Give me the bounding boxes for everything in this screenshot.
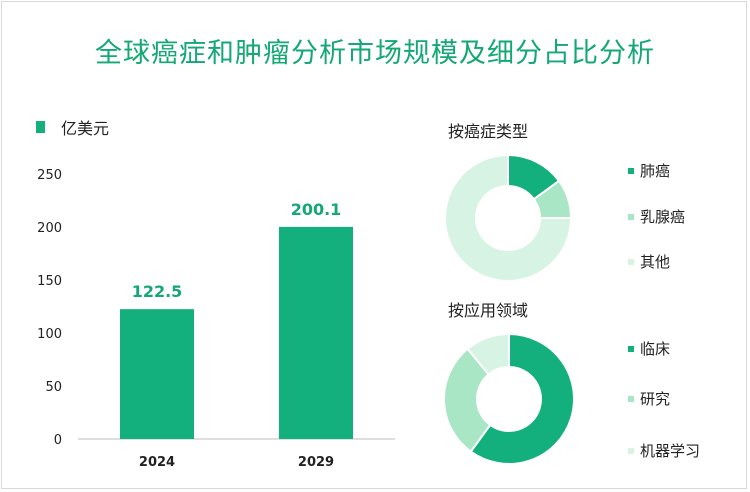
application-donut xyxy=(443,332,575,465)
legend-other-swatch xyxy=(628,258,634,265)
bar-legend-swatch xyxy=(36,121,45,133)
legend-clinical-swatch xyxy=(628,345,634,352)
bar-legend: 亿美元 xyxy=(36,117,110,138)
y-tick-label: 150 xyxy=(37,274,62,289)
legend-clinical-label: 临床 xyxy=(640,340,671,358)
legend-lung-cancer: 肺癌 xyxy=(628,160,670,181)
legend-breast-cancer: 乳腺癌 xyxy=(628,206,685,227)
y-axis-ticks: 0 50 100 150 200 250 xyxy=(37,168,62,448)
legend-research-label: 研究 xyxy=(640,390,671,408)
legend-machine-learning-label: 机器学习 xyxy=(640,442,701,460)
page-title: 全球癌症和肿瘤分析市场规模及细分占比分析 xyxy=(95,38,655,69)
legend-machine-learning-swatch xyxy=(628,447,634,454)
application-slice xyxy=(443,347,492,453)
x-axis-categories: 2024 2029 xyxy=(139,455,334,470)
bar-legend-label: 亿美元 xyxy=(61,119,110,138)
cancer-type-slice xyxy=(444,153,573,282)
application-slice xyxy=(466,332,510,376)
legend-other-label: 其他 xyxy=(640,253,671,271)
legend-lung-cancer-swatch xyxy=(628,167,634,174)
x-category-label: 2029 xyxy=(298,455,334,470)
bar-2029 xyxy=(279,226,353,439)
bar-value-label: 122.5 xyxy=(132,282,183,301)
y-tick-label: 100 xyxy=(37,327,62,342)
application-slice xyxy=(469,332,575,465)
bar-2024 xyxy=(120,309,194,439)
legend-lung-cancer-label: 肺癌 xyxy=(640,162,671,180)
y-tick-label: 50 xyxy=(45,380,62,395)
legend-breast-cancer-label: 乳腺癌 xyxy=(640,208,686,226)
bar-chart: 0 50 100 150 200 250 122.5 200.1 2024 2029 xyxy=(37,168,395,470)
legend-other: 其他 xyxy=(628,251,670,272)
legend-research-swatch xyxy=(628,395,634,402)
bars: 122.5 200.1 xyxy=(120,200,353,439)
application-title: 按应用领域 xyxy=(448,301,529,320)
legend-breast-cancer-swatch xyxy=(628,213,634,220)
x-category-label: 2024 xyxy=(139,455,175,470)
cancer-type-title: 按癌症类型 xyxy=(448,122,529,141)
bar-value-label: 200.1 xyxy=(291,200,342,219)
legend-clinical: 临床 xyxy=(628,338,670,359)
y-tick-label: 0 xyxy=(54,433,62,448)
legend-machine-learning: 机器学习 xyxy=(628,440,700,461)
legend-research: 研究 xyxy=(628,388,670,409)
cancer-type-donut xyxy=(444,153,573,282)
y-tick-label: 200 xyxy=(37,221,62,236)
y-tick-label: 250 xyxy=(37,168,62,183)
